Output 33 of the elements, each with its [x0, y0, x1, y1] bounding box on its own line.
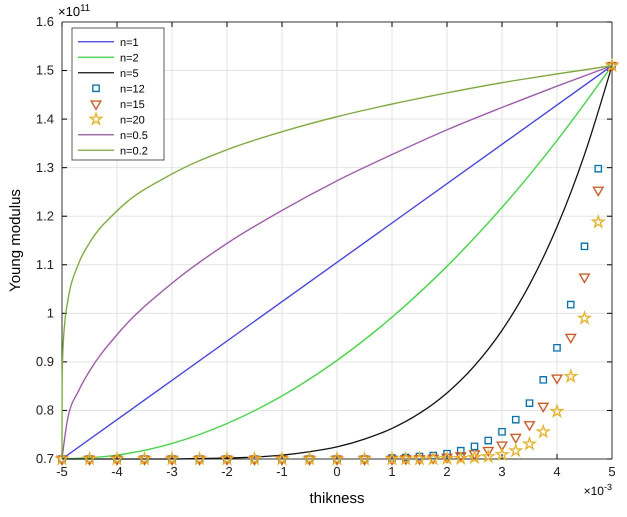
- text: ×10$^{-3}$: [584, 482, 612, 498]
- y-tick-label: 1.5: [36, 62, 54, 78]
- y-tick-label: 0.7: [36, 451, 54, 466]
- legend-label: n=12: [120, 83, 145, 96]
- y-axis-title: Young modulus: [7, 189, 24, 292]
- legend-label: n=15: [120, 98, 145, 111]
- x-tick-label: 4: [553, 464, 561, 480]
- y-tick-label: 0.8: [36, 402, 54, 418]
- x-tick-label: -3: [166, 464, 178, 480]
- x-tick-label: 3: [498, 464, 506, 480]
- x-tick-label: -5: [56, 464, 68, 480]
- x-axis-title: thikness: [309, 490, 365, 507]
- legend-label: n=1: [120, 36, 139, 49]
- y-tick-label: 1.2: [36, 208, 54, 224]
- legend-label: n=20: [120, 114, 145, 126]
- x-tick-label: 5: [608, 464, 616, 480]
- x-tick-label: 0: [333, 464, 341, 480]
- x-tick-label: 1: [388, 464, 396, 480]
- y-tick-label: 1: [46, 305, 54, 320]
- legend-label: n=5: [120, 68, 139, 80]
- y-tick-label: 1.6: [36, 14, 54, 30]
- text: ×10$^{11}$: [58, 2, 90, 19]
- y-tick-label: 1.1: [36, 256, 54, 272]
- y-tick-label: 1.3: [36, 160, 54, 175]
- y-tick-label: 0.9: [36, 354, 54, 370]
- x-tick-label: -1: [276, 464, 288, 480]
- x-tick-label: -2: [221, 464, 233, 480]
- x-tick-label: -4: [111, 464, 123, 480]
- legend-label: n=0.5: [120, 130, 148, 142]
- y-tick-label: 1.4: [36, 111, 54, 126]
- legend-label: n=0.2: [120, 145, 148, 158]
- legend-label: n=2: [120, 52, 139, 64]
- x-tick-label: 2: [443, 464, 451, 480]
